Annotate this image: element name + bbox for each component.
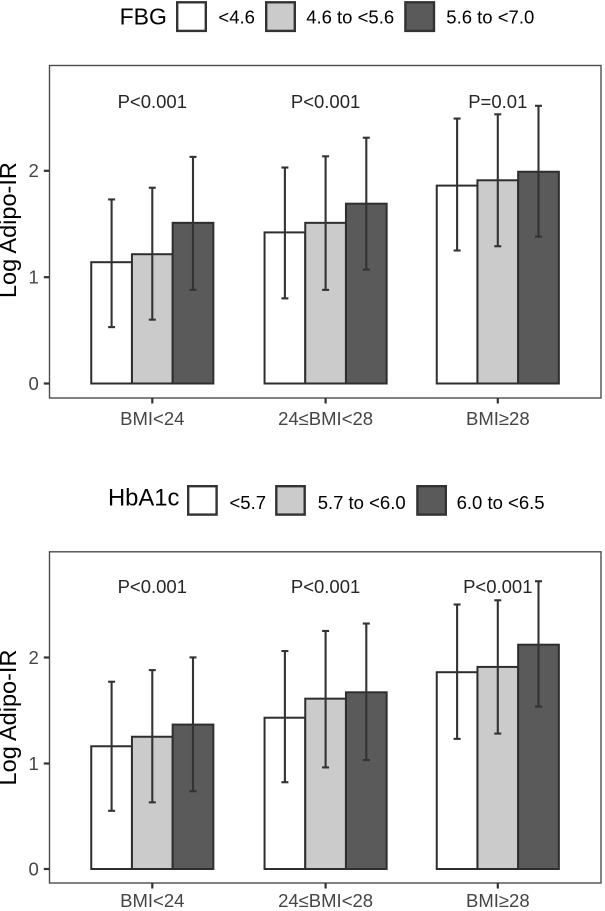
svg-text:FBG: FBG — [120, 4, 167, 30]
svg-text:5.6 to <7.0: 5.6 to <7.0 — [446, 6, 534, 27]
svg-text:<4.6: <4.6 — [218, 6, 255, 27]
svg-text:24≤BMI<28: 24≤BMI<28 — [278, 408, 373, 429]
svg-text:Log Adipo-IR: Log Adipo-IR — [0, 162, 21, 298]
svg-text:P<0.001: P<0.001 — [118, 91, 187, 112]
svg-text:24≤BMI<28: 24≤BMI<28 — [278, 890, 373, 911]
svg-text:P=0.01: P=0.01 — [468, 91, 527, 112]
svg-text:2: 2 — [29, 647, 39, 668]
svg-text:BMI≥28: BMI≥28 — [466, 408, 530, 429]
svg-text:Log Adipo-IR: Log Adipo-IR — [0, 650, 21, 786]
svg-text:BMI<24: BMI<24 — [120, 408, 184, 429]
svg-text:2: 2 — [29, 160, 39, 181]
svg-text:6.0 to <6.5: 6.0 to <6.5 — [457, 492, 545, 513]
svg-text:5.7 to <6.0: 5.7 to <6.0 — [318, 492, 406, 513]
svg-text:0: 0 — [29, 859, 39, 880]
svg-text:P<0.001: P<0.001 — [463, 576, 532, 597]
svg-text:HbA1c: HbA1c — [108, 484, 180, 511]
svg-text:BMI≥28: BMI≥28 — [466, 890, 530, 911]
svg-text:P<0.001: P<0.001 — [118, 576, 187, 597]
svg-text:<5.7: <5.7 — [230, 492, 267, 513]
svg-text:4.6 to <5.6: 4.6 to <5.6 — [306, 6, 394, 27]
svg-text:P<0.001: P<0.001 — [291, 91, 360, 112]
svg-text:1: 1 — [29, 753, 39, 774]
svg-text:0: 0 — [29, 373, 39, 394]
svg-text:1: 1 — [29, 267, 39, 288]
svg-text:BMI<24: BMI<24 — [120, 890, 184, 911]
svg-text:P<0.001: P<0.001 — [291, 576, 360, 597]
